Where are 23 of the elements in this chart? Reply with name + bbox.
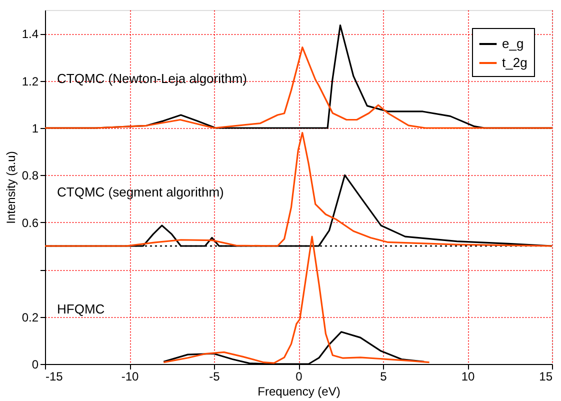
annotation: CTQMC (segment algorithm) [57,184,224,200]
line-series [44,132,553,247]
y-tick-label: 1 [32,122,39,136]
x-tick-label: -5 [209,370,220,384]
y-axis-title: Intensity (a.u) [4,151,18,224]
annotation: HFQMC [57,301,105,316]
line-series [162,236,430,364]
annotation: CTQMC (Newton-Leja algorithm) [57,70,247,86]
y-tick-label: 1.2 [22,74,39,88]
legend-label: t_2g [502,55,528,70]
x-tick-label: 15 [539,370,553,384]
y-tick-label: 0 [32,358,39,372]
legend-label: e_g [502,36,524,51]
x-axis-title: Frequency (eV) [258,384,340,398]
x-tick-label: -15 [46,370,64,384]
x-tick-label: -10 [121,370,139,384]
y-tick-label: 0.8 [22,168,39,183]
x-tick-label: 0 [296,370,303,384]
y-tick-label: 0.6 [22,216,39,230]
y-tick-label: 0.2 [22,310,39,324]
x-tick-label: 10 [461,370,475,384]
y-tick-label: 1.4 [22,27,39,42]
x-tick-label: 5 [380,370,388,384]
